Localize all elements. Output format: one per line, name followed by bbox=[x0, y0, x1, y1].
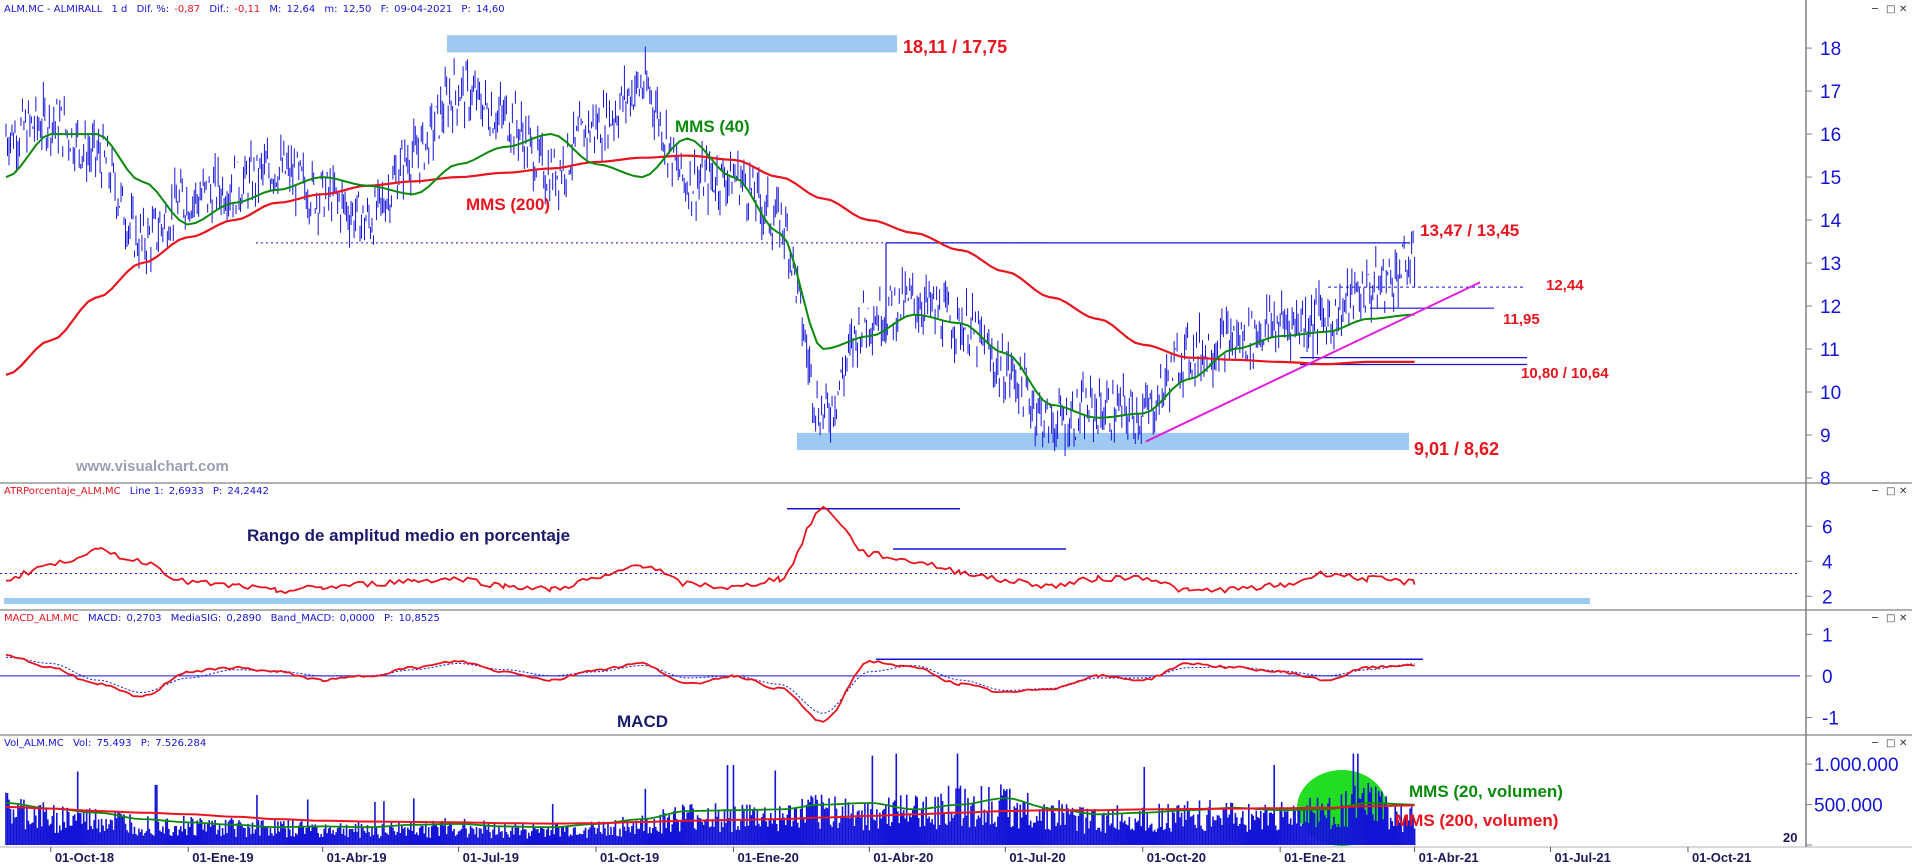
macd-line bbox=[5, 653, 1415, 723]
x-tick-label: 01-Ene-19 bbox=[192, 850, 253, 865]
price-ytick-label: 18 bbox=[1820, 39, 1841, 60]
volume-ytick-label: 1.000.000 bbox=[1814, 755, 1899, 776]
uptrend-line bbox=[1145, 281, 1481, 443]
minimize-icon[interactable]: ─ bbox=[1871, 613, 1879, 624]
macd-ytick-label: 1 bbox=[1822, 625, 1833, 646]
macd-ytick-label: -1 bbox=[1822, 709, 1839, 730]
support-zone-low bbox=[797, 432, 1409, 451]
price-ytick-label: 8 bbox=[1820, 469, 1831, 490]
minimize-icon[interactable]: ─ bbox=[1871, 4, 1879, 15]
x-tick-label: 01-Oct-18 bbox=[55, 850, 114, 865]
close-icon[interactable]: ✕ bbox=[1899, 486, 1907, 497]
chart-axes-layer: 8910111213141516171824610-11.000.000500.… bbox=[50, 39, 1899, 865]
restore-icon[interactable]: □ bbox=[1886, 4, 1895, 15]
sma200-line bbox=[5, 154, 1415, 376]
price-ytick-label: 11 bbox=[1820, 340, 1840, 361]
price-ytick-label: 12 bbox=[1820, 297, 1841, 318]
price-bars bbox=[5, 46, 1416, 457]
chart-marks-layer bbox=[5, 46, 1481, 845]
price-ytick-label: 14 bbox=[1820, 211, 1842, 232]
window-controls: ─ □ ✕ ─ □ ✕ ─ □ ✕ ─ □ ✕ bbox=[1871, 4, 1907, 749]
volume-sma200-line bbox=[5, 804, 1415, 825]
atr-ytick-label: 6 bbox=[1822, 517, 1833, 538]
annotation-level-1347: 13,47 / 13,45 bbox=[1420, 221, 1519, 240]
atr-ytick-label: 2 bbox=[1822, 587, 1833, 608]
close-icon[interactable]: ✕ bbox=[1899, 4, 1907, 15]
close-icon[interactable]: ✕ bbox=[1899, 738, 1907, 749]
annotation-level-1195: 11,95 bbox=[1503, 311, 1540, 328]
volume-sma20-line bbox=[5, 797, 1415, 829]
macd-panel-header: MACD_ALM.MC MACD: 0,2703 MediaSIG: 0,289… bbox=[4, 613, 440, 624]
annotation-level-1080: 10,80 / 10,64 bbox=[1521, 365, 1609, 382]
minimize-icon[interactable]: ─ bbox=[1871, 738, 1879, 749]
close-icon[interactable]: ✕ bbox=[1899, 613, 1907, 624]
x-tick-label: 01-Oct-20 bbox=[1147, 850, 1206, 865]
annotation-resistance-high: 18,11 / 17,75 bbox=[903, 37, 1007, 57]
x-tick-label: 01-Ene-21 bbox=[1284, 850, 1345, 865]
restore-icon[interactable]: □ bbox=[1886, 738, 1895, 749]
x-tick-label: 01-Abr-19 bbox=[327, 850, 387, 865]
x-tick-label: 01-Abr-21 bbox=[1419, 850, 1479, 865]
annotation-support-low: 9,01 / 8,62 bbox=[1414, 439, 1499, 459]
x-tick-label: 01-Oct-19 bbox=[600, 850, 659, 865]
atr-base-band bbox=[4, 598, 1590, 604]
annotation-sma40: MMS (40) bbox=[675, 117, 750, 136]
volume-ytick-label: 500.000 bbox=[1814, 796, 1883, 817]
price-ytick-label: 13 bbox=[1820, 254, 1841, 275]
atr-ytick-label: 4 bbox=[1822, 552, 1833, 573]
resistance-zone-high bbox=[447, 35, 897, 53]
macd-signal-line bbox=[5, 656, 1415, 714]
annotation-level-1244: 12,44 bbox=[1546, 277, 1584, 294]
restore-icon[interactable]: □ bbox=[1886, 486, 1895, 497]
minimize-icon[interactable]: ─ bbox=[1871, 486, 1879, 497]
x-tick-label: 01-Jul-20 bbox=[1009, 850, 1065, 865]
atr-panel-header: ATRPorcentaje_ALM.MC Line 1: 2,6933 P: 2… bbox=[4, 486, 269, 497]
sma40-line bbox=[5, 133, 1415, 419]
macd-title: MACD bbox=[617, 712, 668, 731]
price-ytick-label: 10 bbox=[1820, 383, 1841, 404]
legend-volume-sma20: MMS (20, volumen) bbox=[1409, 782, 1563, 801]
x-tick-label: 01-Ene-20 bbox=[737, 850, 798, 865]
price-panel-header: ALM.MC - ALMIRALL 1 d Dif. %: -0,87 Dif.… bbox=[4, 4, 505, 15]
restore-icon[interactable]: □ bbox=[1886, 613, 1895, 624]
annotation-sma200: MMS (200) bbox=[466, 195, 550, 214]
watermark: www.visualchart.com bbox=[75, 458, 229, 475]
atr-line bbox=[6, 505, 1416, 595]
volume-panel-header: Vol_ALM.MC Vol: 75.493 P: 7.526.284 bbox=[4, 738, 206, 749]
x-tick-label: 01-Oct-21 bbox=[1692, 850, 1751, 865]
price-ytick-label: 16 bbox=[1820, 125, 1841, 146]
x-partial-label: 20 bbox=[1783, 830, 1797, 845]
volume-annotations: MMS (20, volumen) MMS (200, volumen) bbox=[1395, 782, 1563, 830]
price-ytick-label: 15 bbox=[1820, 168, 1841, 189]
price-ytick-label: 9 bbox=[1820, 426, 1831, 447]
price-ytick-label: 17 bbox=[1820, 82, 1841, 103]
x-tick-label: 01-Jul-19 bbox=[463, 850, 519, 865]
x-tick-label: 01-Jul-21 bbox=[1555, 850, 1611, 865]
legend-volume-sma200: MMS (200, volumen) bbox=[1395, 811, 1558, 830]
price-annotations: 18,11 / 17,75 MMS (40) MMS (200) 13,47 /… bbox=[75, 37, 1609, 475]
atr-title: Rango de amplitud medio en porcentaje bbox=[247, 526, 570, 545]
macd-ytick-label: 0 bbox=[1822, 667, 1833, 688]
x-tick-label: 01-Abr-20 bbox=[873, 850, 933, 865]
